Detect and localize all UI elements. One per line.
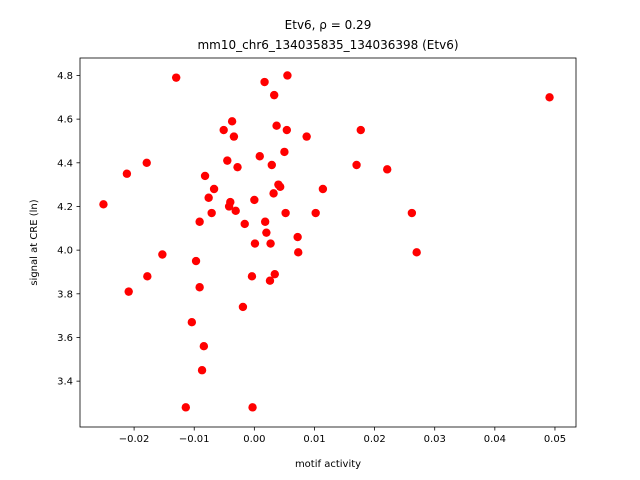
x-axis-label: motif activity bbox=[295, 459, 361, 470]
y-tick-label: 4.0 bbox=[57, 246, 73, 257]
x-tick-label: −0.01 bbox=[179, 434, 210, 445]
data-point bbox=[226, 197, 235, 207]
chart-title-line1: Etv6, ρ = 0.29 bbox=[285, 18, 372, 32]
data-point bbox=[270, 269, 279, 279]
data-point bbox=[255, 152, 264, 161]
y-tick-label: 3.8 bbox=[57, 289, 73, 300]
y-axis-label: signal at CRE (ln) bbox=[29, 199, 40, 285]
data-point bbox=[195, 217, 204, 226]
plot-frame bbox=[79, 57, 577, 428]
data-point bbox=[282, 125, 292, 135]
data-point bbox=[269, 90, 279, 100]
data-point bbox=[181, 403, 191, 412]
data-point bbox=[294, 248, 303, 257]
x-axis-ticks: −0.02 −0.01 0.00 0.01 0.02 0.03 0.04 0.05 bbox=[119, 427, 566, 445]
data-point bbox=[356, 125, 365, 135]
data-point bbox=[247, 272, 257, 281]
data-point bbox=[207, 208, 216, 218]
data-point bbox=[311, 208, 320, 218]
data-point bbox=[318, 184, 328, 194]
data-point bbox=[248, 403, 257, 412]
data-point bbox=[191, 256, 201, 266]
data-point bbox=[283, 71, 292, 80]
data-point bbox=[171, 73, 181, 82]
data-point bbox=[281, 208, 290, 218]
data-point bbox=[204, 193, 213, 202]
data-point bbox=[267, 160, 276, 170]
data-point bbox=[545, 93, 554, 102]
data-point bbox=[219, 125, 228, 135]
data-point bbox=[250, 239, 260, 248]
data-point bbox=[223, 156, 232, 165]
y-tick-label: 3.4 bbox=[57, 377, 73, 388]
x-tick-label: −0.02 bbox=[119, 434, 150, 445]
chart-title: Etv6, ρ = 0.29 mm10_chr6_134035835_13403… bbox=[197, 18, 458, 52]
data-point bbox=[266, 239, 275, 248]
data-point bbox=[195, 283, 204, 292]
data-point bbox=[229, 132, 239, 141]
data-point bbox=[99, 200, 108, 209]
data-point bbox=[269, 189, 278, 198]
data-point bbox=[227, 117, 237, 126]
data-point bbox=[412, 248, 421, 257]
data-point bbox=[352, 160, 361, 170]
x-tick-label: 0.04 bbox=[484, 434, 506, 445]
x-tick-label: 0.05 bbox=[544, 434, 566, 445]
y-tick-label: 4.8 bbox=[57, 71, 73, 82]
data-point bbox=[199, 342, 209, 351]
data-point bbox=[293, 232, 302, 242]
data-point bbox=[200, 171, 210, 181]
data-point bbox=[276, 182, 285, 192]
data-point bbox=[187, 318, 197, 327]
data-point bbox=[231, 206, 240, 216]
data-point bbox=[280, 147, 289, 157]
data-point bbox=[122, 169, 132, 178]
data-point bbox=[240, 219, 249, 229]
data-point bbox=[124, 287, 133, 296]
data-point bbox=[250, 195, 259, 205]
data-point bbox=[209, 184, 219, 194]
data-point bbox=[272, 121, 281, 130]
data-point bbox=[143, 272, 152, 281]
data-point bbox=[197, 366, 207, 375]
y-tick-label: 4.2 bbox=[57, 202, 73, 213]
chart-title-line2: mm10_chr6_134035835_134036398 (Etv6) bbox=[197, 38, 458, 52]
data-point bbox=[158, 250, 167, 259]
x-tick-label: 0.00 bbox=[243, 434, 265, 445]
data-point bbox=[302, 132, 311, 141]
data-point bbox=[142, 158, 151, 167]
data-point bbox=[238, 302, 248, 312]
data-point bbox=[233, 162, 242, 172]
y-tick-label: 4.4 bbox=[57, 158, 73, 169]
data-point bbox=[260, 217, 270, 226]
data-points bbox=[99, 71, 554, 412]
x-tick-label: 0.03 bbox=[424, 434, 446, 445]
data-point bbox=[260, 77, 269, 87]
y-tick-label: 4.6 bbox=[57, 115, 73, 126]
data-point bbox=[383, 165, 392, 174]
data-point bbox=[265, 276, 275, 285]
data-point bbox=[262, 228, 271, 237]
x-tick-label: 0.01 bbox=[303, 434, 325, 445]
y-axis-ticks: 3.4 3.6 3.8 4.0 4.2 4.4 4.6 4.8 bbox=[57, 71, 80, 388]
x-tick-label: 0.02 bbox=[363, 434, 385, 445]
data-point bbox=[407, 208, 417, 218]
y-tick-label: 3.6 bbox=[57, 333, 73, 344]
